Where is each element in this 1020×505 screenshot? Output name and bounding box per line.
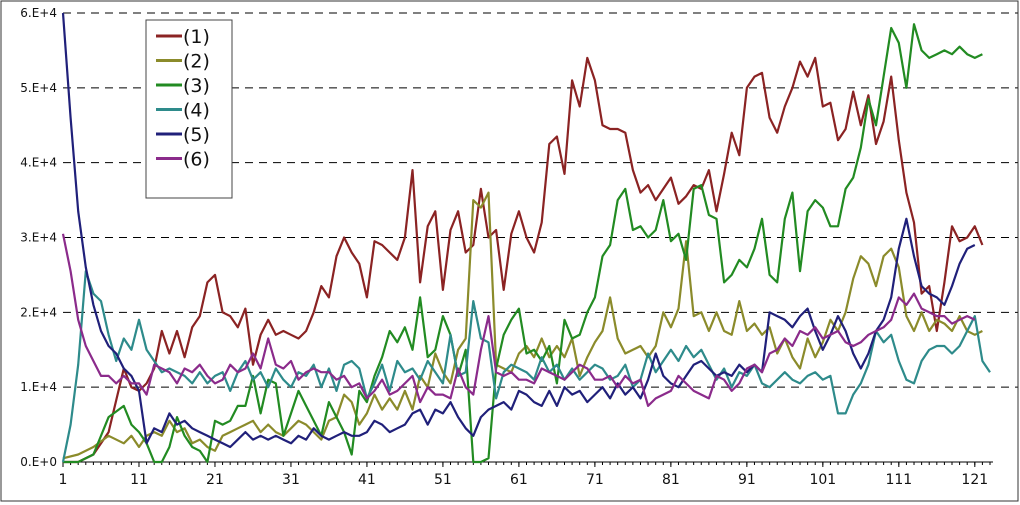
y-tick-label: 5.E+4 xyxy=(20,81,57,95)
x-tick-label: 101 xyxy=(809,472,836,488)
x-tick-label: 71 xyxy=(586,472,604,488)
series-layer xyxy=(61,12,991,464)
legend-label: (3) xyxy=(183,75,210,97)
legend-label: (5) xyxy=(183,124,210,146)
x-tick-label: 61 xyxy=(510,472,528,488)
series-line-3 xyxy=(63,23,983,464)
y-tick-label: 1.E+4 xyxy=(20,380,57,394)
series-line-4 xyxy=(61,270,991,463)
x-tick-label: 81 xyxy=(662,472,680,488)
x-tick-label: 51 xyxy=(434,472,452,488)
y-tick-label: 6.E+4 xyxy=(20,6,57,20)
x-tick-label: 121 xyxy=(961,472,988,488)
series-line-5 xyxy=(61,12,976,449)
legend-label: (2) xyxy=(183,51,210,73)
x-tick-label: 21 xyxy=(206,472,224,488)
y-tick-label: 2.E+4 xyxy=(20,305,57,319)
y-tick-label: 0.E+0 xyxy=(20,455,57,469)
series-line-6 xyxy=(61,233,976,407)
y-tick-label: 4.E+4 xyxy=(20,156,57,170)
legend-label: (1) xyxy=(183,26,210,48)
legend-label: (4) xyxy=(183,100,210,122)
x-tick-label: 31 xyxy=(282,472,300,488)
legend-label: (6) xyxy=(183,149,210,171)
x-tick-label: 111 xyxy=(885,472,912,488)
x-tick-label: 11 xyxy=(130,472,148,488)
legend: (1) (2)(3) (4)(5) (6) xyxy=(145,19,233,199)
x-tick-label: 41 xyxy=(358,472,376,488)
series-line-1 xyxy=(63,56,984,464)
x-tick-label: 1 xyxy=(59,472,68,488)
y-tick-label: 3.E+4 xyxy=(20,231,57,245)
x-tick-label: 91 xyxy=(738,472,756,488)
